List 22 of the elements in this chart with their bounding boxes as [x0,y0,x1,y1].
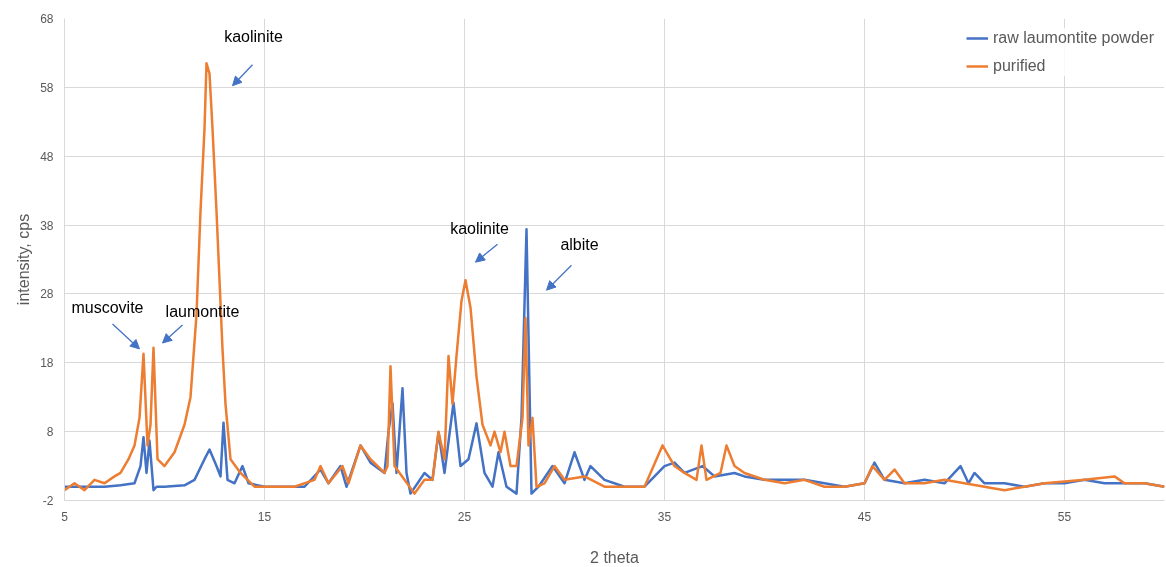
y-tick-label: 18 [40,356,54,371]
x-tick-label: 15 [257,509,272,524]
y-tick-label: 68 [40,12,54,26]
y-tick-label: 38 [40,218,54,233]
x-tick-label: 55 [1057,509,1072,524]
y-tick-label: 8 [46,425,54,440]
legend-label: raw laumontite powder [993,29,1154,47]
annotation: albite [560,235,599,253]
x-axis-title: 2 theta [590,548,640,566]
y-tick-label: 58 [40,80,54,95]
annotation: kaolinite [224,28,283,46]
x-tick-label: 35 [657,509,672,524]
annotation: muscovite [71,299,144,317]
y-tick-label: 48 [40,149,54,164]
x-tick-label: 25 [457,509,472,524]
x-tick-label: 45 [857,509,872,524]
y-tick-label: -2 [42,494,54,508]
x-tick-label: 5 [61,509,69,524]
legend-label: purified [993,57,1046,75]
y-axis-title: intensity, cps [15,213,33,306]
annotation: kaolinite [450,219,509,237]
y-tick-label: 28 [40,287,54,302]
